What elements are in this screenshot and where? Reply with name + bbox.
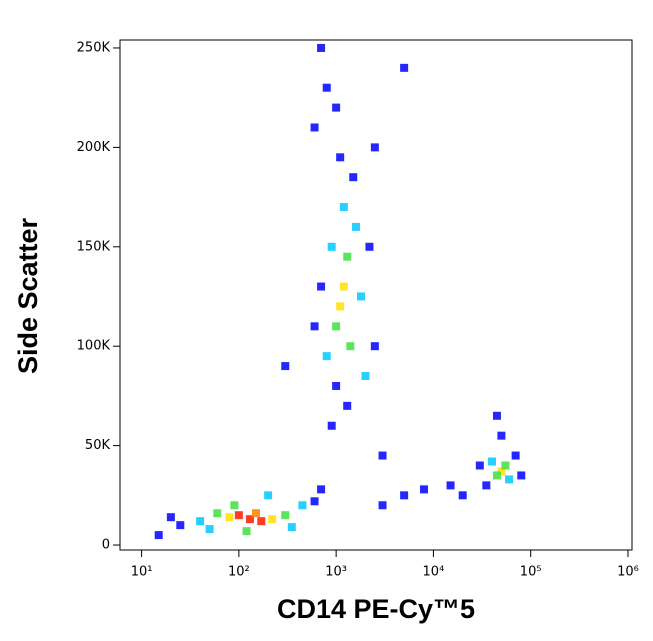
point: [310, 497, 319, 506]
point: [322, 83, 331, 92]
point: [419, 485, 428, 494]
point: [356, 292, 365, 301]
point: [497, 467, 506, 476]
point: [501, 461, 510, 470]
point: [196, 517, 205, 526]
point: [482, 481, 491, 490]
y-tick-label: 250K: [77, 40, 111, 55]
y-tick-label: 150K: [77, 239, 111, 254]
y-tick-label: 0: [102, 538, 110, 553]
point: [176, 521, 185, 530]
point: [245, 515, 254, 524]
point: [332, 103, 341, 112]
point: [511, 451, 520, 460]
point: [343, 252, 352, 261]
point: [370, 342, 379, 351]
point: [281, 511, 290, 520]
point: [346, 342, 355, 351]
point: [230, 501, 239, 510]
point: [317, 282, 326, 291]
point: [205, 525, 214, 534]
point: [251, 509, 260, 518]
point: [310, 322, 319, 331]
point: [492, 471, 501, 480]
point: [497, 431, 506, 440]
point: [492, 411, 501, 420]
point: [257, 517, 266, 526]
point: [361, 372, 370, 381]
point: [310, 123, 319, 132]
point: [517, 471, 526, 480]
point: [349, 173, 358, 182]
point: [268, 515, 277, 524]
point: [327, 242, 336, 251]
point: [322, 352, 331, 361]
point: [287, 523, 296, 532]
point: [166, 513, 175, 522]
y-axis-title: Side Scatter: [13, 217, 43, 374]
point: [339, 282, 348, 291]
point: [336, 153, 345, 162]
point: [351, 222, 360, 231]
y-tick-label: 100K: [77, 339, 111, 354]
point: [332, 381, 341, 390]
x-axis-title: CD14 PE-Cy™5: [277, 594, 475, 624]
point: [213, 509, 222, 518]
point: [365, 242, 374, 251]
x-tick-label: 10⁶: [617, 565, 639, 580]
point: [446, 481, 455, 490]
point: [264, 491, 273, 500]
point: [400, 491, 409, 500]
point: [281, 362, 290, 371]
y-tick-label: 50K: [85, 438, 111, 453]
plot-frame: [119, 39, 633, 551]
point: [327, 421, 336, 430]
point: [458, 491, 467, 500]
point: [343, 401, 352, 410]
point: [154, 531, 163, 540]
point: [317, 485, 326, 494]
point: [370, 143, 379, 152]
point: [332, 322, 341, 331]
x-tick-label: 10²: [228, 565, 250, 580]
point: [378, 501, 387, 510]
point: [317, 43, 326, 52]
point: [505, 475, 514, 484]
point: [298, 501, 307, 510]
point: [336, 302, 345, 311]
point: [487, 457, 496, 466]
x-tick-label: 10¹: [131, 565, 153, 580]
point: [475, 461, 484, 470]
point: [339, 203, 348, 212]
point: [234, 511, 243, 520]
y-tick-label: 200K: [77, 140, 111, 155]
point: [225, 513, 234, 522]
point: [400, 63, 409, 72]
x-tick-label: 10³: [325, 565, 347, 580]
x-tick-label: 10⁵: [520, 565, 542, 580]
point: [378, 451, 387, 460]
point: [242, 527, 251, 536]
x-tick-label: 10⁴: [423, 565, 445, 580]
